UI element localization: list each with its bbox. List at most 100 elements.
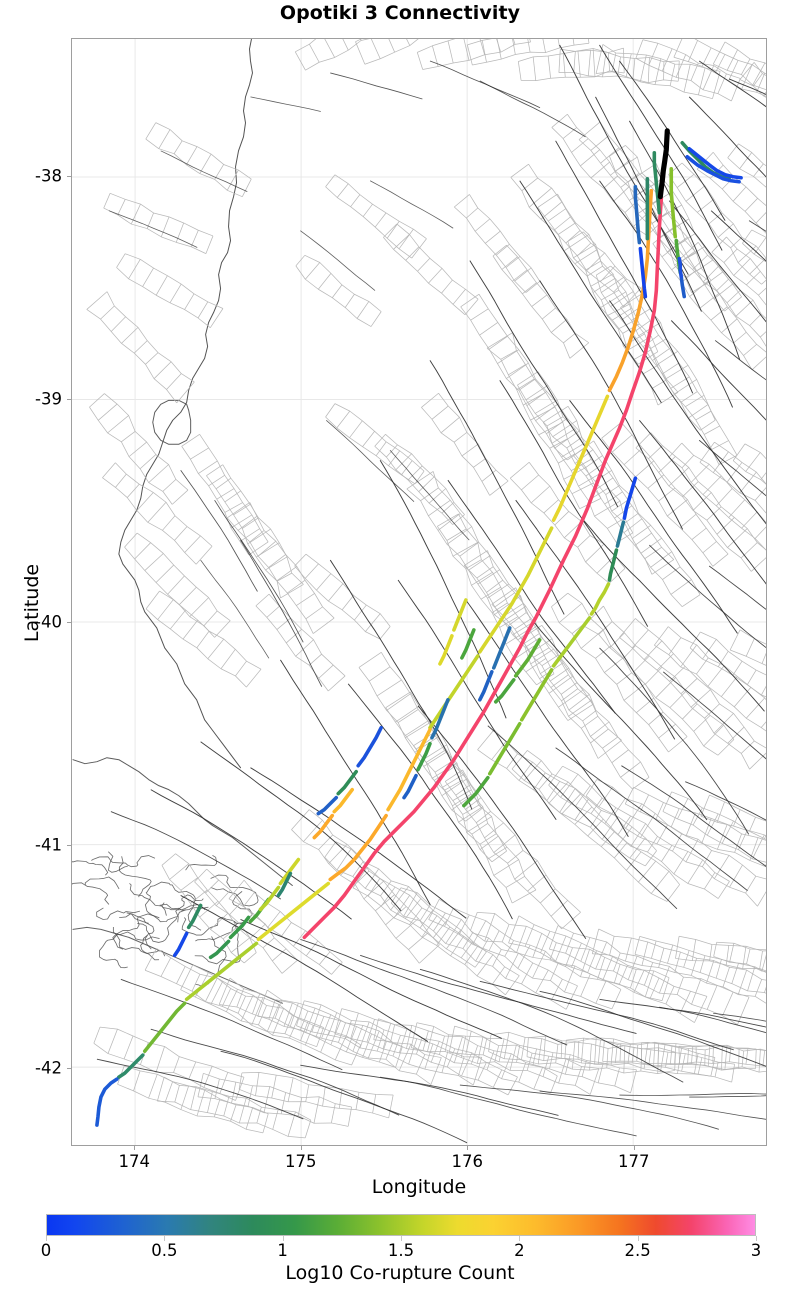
fault-section-rung <box>437 513 461 531</box>
fault-section-rung <box>634 532 652 546</box>
connected-fault-trace <box>312 813 335 840</box>
fault-section-rung <box>564 965 576 993</box>
map-canvas <box>72 39 766 1145</box>
fault-section-rung <box>281 959 298 974</box>
fault-section-rung <box>460 941 474 959</box>
fault-section-edge <box>304 1000 482 1058</box>
fault-section-rung <box>304 1025 314 1046</box>
fault-section-rung <box>571 482 594 495</box>
fault-section-rung <box>562 53 566 78</box>
fault-section-edge <box>373 1039 551 1094</box>
fault-section-rung <box>465 1031 472 1055</box>
fault-section-rung <box>460 293 480 308</box>
y-tick-mark <box>67 1067 71 1069</box>
fault-section-edge <box>551 127 648 236</box>
fault-section-rung <box>681 455 694 469</box>
fault-section-rung <box>623 683 646 701</box>
fault-section-rung <box>608 568 626 584</box>
map-plot-area[interactable] <box>71 38 767 1146</box>
fault-section-rung <box>229 902 241 915</box>
connected-fault-trace <box>513 638 542 678</box>
fault-section-edge <box>144 969 317 1048</box>
fault-section-rung <box>741 64 753 90</box>
fault-section-rung <box>665 986 675 1005</box>
fault-section-rung <box>370 39 381 59</box>
fault-section-rung <box>687 246 705 258</box>
fault-section-rung <box>383 223 398 238</box>
fault-section-rung <box>304 563 319 579</box>
fault-section-rung <box>403 892 418 917</box>
x-tick-label: 177 <box>618 1152 650 1171</box>
fault-section-rung <box>537 193 558 208</box>
connected-fault-trace <box>607 188 654 393</box>
fault-section-rung <box>715 959 722 979</box>
fault-section-edge <box>378 1018 558 1077</box>
fault-section-rung <box>362 431 375 447</box>
fault-section-rung <box>162 515 176 531</box>
fault-section-edge <box>460 306 568 461</box>
fault-section-rung <box>729 943 735 963</box>
fault-section-rung <box>542 307 556 320</box>
fault-section-edge <box>697 242 766 319</box>
fault-section-rung <box>440 417 460 434</box>
fault-section-rung <box>230 937 250 953</box>
fault-section-rung <box>508 364 526 376</box>
major-fault-trace <box>649 544 766 649</box>
fault-section-edge <box>444 781 562 930</box>
fault-section-rung <box>759 950 763 969</box>
connected-fault-trace <box>607 548 619 582</box>
fault-section-rung <box>687 1048 689 1065</box>
fault-section-rung <box>514 618 531 630</box>
fault-section-rung <box>97 403 118 421</box>
fault-section-rung <box>764 863 766 867</box>
fault-section-rung <box>484 822 504 839</box>
fault-section-edge <box>117 1083 264 1134</box>
fault-section-rung <box>145 352 159 365</box>
fault-section-edge <box>713 956 766 972</box>
fault-section-rung <box>294 51 306 71</box>
fault-section-edge <box>633 787 766 841</box>
fault-section-rung <box>558 603 583 623</box>
fault-section-rung <box>577 50 581 78</box>
fault-section-rung <box>706 985 718 1010</box>
fault-section-rung <box>428 499 451 517</box>
fault-section-rung <box>716 824 728 850</box>
connected-fault-trace <box>428 654 480 730</box>
major-fault-trace <box>599 44 723 251</box>
fault-section-rung <box>271 1075 277 1099</box>
fault-section-rung <box>690 63 699 81</box>
fault-section-rung <box>345 1026 357 1053</box>
fault-section-rung <box>761 652 766 664</box>
fault-section-rung <box>602 736 619 749</box>
fault-section-rung <box>746 271 761 286</box>
fault-section-rung <box>578 121 601 140</box>
fault-section-rung <box>425 750 445 763</box>
colorbar-tick-mark <box>637 1236 639 1241</box>
fault-section-rung <box>352 861 364 877</box>
fault-section-rung <box>550 1075 558 1094</box>
fault-section-edge <box>699 462 766 514</box>
fault-section-edge <box>596 71 713 100</box>
fault-section-rung <box>666 884 680 902</box>
colorbar[interactable] <box>46 1214 756 1236</box>
fault-section-rung <box>128 259 141 279</box>
fault-section-edge <box>567 241 659 406</box>
fault-section-rung <box>401 460 413 476</box>
fault-section-rung <box>458 914 470 935</box>
fault-section-rung <box>631 308 650 321</box>
fault-section-rung <box>532 56 537 81</box>
fault-section-rung <box>470 308 489 321</box>
fault-section-rung <box>731 78 741 102</box>
fault-section-rung <box>518 378 536 391</box>
major-fault-trace <box>621 765 766 867</box>
fault-section-rung <box>613 278 627 293</box>
fault-section-rung <box>733 258 751 276</box>
fault-section-rung <box>717 739 735 756</box>
fault-section-rung <box>550 900 568 917</box>
fault-section-edge <box>324 857 476 968</box>
fault-section-rung <box>669 64 676 86</box>
fault-section-rung <box>650 338 667 350</box>
fault-section-rung <box>657 1043 659 1064</box>
fault-section-edge <box>635 57 732 102</box>
fault-section-edge <box>380 652 482 810</box>
